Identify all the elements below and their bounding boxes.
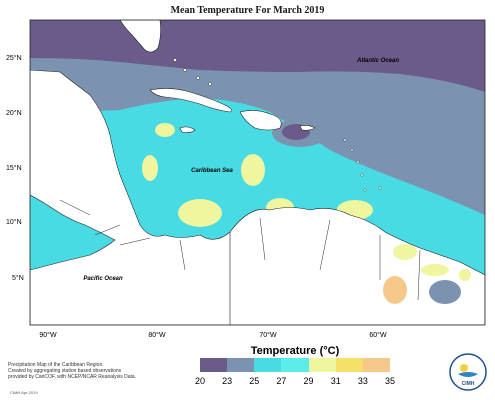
- date-stamp: CIMH Apr-2019: [10, 390, 38, 395]
- legend-tick-label: 27: [276, 376, 287, 386]
- temp-patch: [459, 269, 471, 281]
- legend-colorbar: [200, 358, 390, 372]
- land-puerto-rico: [299, 125, 316, 131]
- legend-title: Temperature (°C): [250, 345, 340, 357]
- legend-tick-label: 25: [249, 376, 260, 386]
- lon-label: 60°W: [369, 331, 387, 339]
- legend-ticks: 20 23 25 27 29 31 33 35: [195, 376, 395, 388]
- svg-text:CIMH: CIMH: [462, 381, 475, 387]
- temp-patch: [241, 154, 265, 186]
- legend-swatch: [308, 358, 336, 372]
- label-caribbean-sea: Caribbean Sea: [191, 168, 233, 174]
- legend-swatch: [200, 358, 228, 372]
- temp-patch: [429, 280, 461, 304]
- island: [350, 148, 354, 152]
- map-title: Mean Temperature For March 2019: [170, 5, 325, 16]
- land-cuba: [149, 88, 232, 113]
- lon-label: 70°W: [259, 331, 277, 339]
- lon-label: 90°W: [39, 331, 57, 339]
- lon-label: 80°W: [148, 331, 166, 339]
- credit-line: provided by CariCOF, with NCEP/NCAR Rean…: [8, 374, 137, 380]
- country-border: [59, 199, 421, 301]
- credit-line: Precipitation Map of the Caribbean Regio…: [8, 362, 104, 368]
- credit-line: Created by aggregating station based obs…: [8, 368, 122, 374]
- land-hispaniola: [239, 110, 282, 131]
- label-atlantic-ocean: Atlantic Ocean: [356, 58, 399, 64]
- island: [378, 186, 382, 190]
- legend-tick-label: 33: [357, 376, 368, 386]
- land-florida: [119, 20, 161, 53]
- credit-text: Precipitation Map of the Caribbean Regio…: [8, 362, 188, 380]
- legend-tick-label: 31: [330, 376, 341, 386]
- temp-patch: [360, 140, 376, 160]
- island: [360, 173, 364, 177]
- island: [183, 68, 187, 72]
- lat-label: 10°N: [6, 218, 22, 226]
- legend-tick-label: 35: [384, 376, 395, 386]
- legend-tick-label: 29: [303, 376, 314, 386]
- label-pacific-ocean: Pacific Ocean: [83, 276, 123, 282]
- temp-patch: [383, 276, 407, 304]
- temp-patch: [421, 264, 449, 276]
- island: [208, 82, 212, 86]
- legend-tick-label: 23: [222, 376, 233, 386]
- island: [363, 188, 367, 192]
- land-jamaica: [179, 126, 196, 133]
- legend-swatch: [362, 358, 390, 372]
- temp-patch: [142, 155, 158, 181]
- legend-tick-label: 20: [194, 376, 205, 386]
- island: [173, 58, 177, 62]
- map-frame: [29, 19, 486, 326]
- temp-patch: [178, 199, 222, 227]
- temp-patch: [393, 244, 417, 260]
- cimh-logo: CIMH: [449, 353, 487, 391]
- lat-label: 25°N: [6, 54, 22, 62]
- lat-label: 15°N: [6, 164, 22, 172]
- legend-swatch: [335, 358, 363, 372]
- temp-patch: [155, 123, 175, 137]
- island: [356, 160, 360, 164]
- island: [343, 138, 347, 142]
- legend-swatch: [227, 358, 255, 372]
- lat-label: 20°N: [6, 109, 22, 117]
- lat-label: 5°N: [12, 274, 24, 282]
- land-south-america: [229, 207, 485, 325]
- island: [196, 76, 200, 80]
- legend-swatch: [254, 358, 282, 372]
- legend-swatch: [281, 358, 309, 372]
